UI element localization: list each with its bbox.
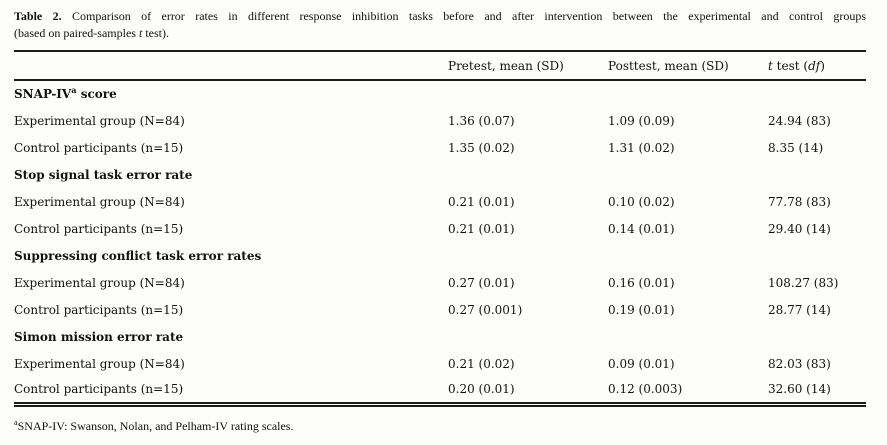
- pretest-value: 1.36 (0.07): [448, 113, 515, 128]
- ttest-value: 32.60 (14): [768, 382, 831, 397]
- ttest-value: 29.40 (14): [768, 221, 831, 236]
- section-title-name: Stop signal task error rate: [14, 167, 193, 182]
- pretest-value: 0.21 (0.01): [448, 194, 515, 209]
- posttest-value: 0.19 (0.01): [608, 302, 675, 317]
- section-title-rest: score: [80, 87, 117, 101]
- table-caption: Table 2. Comparison of error rates in di…: [14, 8, 866, 42]
- section-title: Suppressing conflict task error rates: [14, 242, 866, 269]
- ttest-value: 77.78 (83): [768, 194, 831, 209]
- row-label: Control participants (n=15): [14, 140, 184, 155]
- table-row: Experimental group (N=84) 0.21 (0.02) 0.…: [14, 350, 866, 377]
- row-label: Experimental group (N=84): [14, 194, 185, 209]
- row-label: Control participants (n=15): [14, 302, 184, 317]
- header-row-label: [14, 51, 448, 81]
- footnote-text: SNAP-IV: Swanson, Nolan, and Pelham-IV r…: [17, 418, 294, 433]
- table-body: SNAP-IVa score Experimental group (N=84)…: [14, 80, 866, 404]
- comparison-table: Pretest, mean (SD) Posttest, mean (SD) t…: [14, 50, 866, 407]
- posttest-value: 0.16 (0.01): [608, 275, 675, 290]
- ttest-value: 24.94 (83): [768, 113, 831, 128]
- section-title-name: SNAP-IV: [14, 87, 72, 101]
- row-label: Experimental group (N=84): [14, 356, 185, 371]
- table-row: Experimental group (N=84) 0.21 (0.01) 0.…: [14, 188, 866, 215]
- table-section-row: SNAP-IVa score: [14, 80, 866, 107]
- row-label: Experimental group (N=84): [14, 113, 185, 128]
- table-header: Pretest, mean (SD) Posttest, mean (SD) t…: [14, 51, 866, 81]
- caption-line-1: Table 2. Comparison of error rates in di…: [14, 8, 866, 25]
- table-row: Experimental group (N=84) 1.36 (0.07) 1.…: [14, 107, 866, 134]
- section-title-name: Simon mission error rate: [14, 329, 184, 344]
- table-row: Control participants (n=15) 1.35 (0.02) …: [14, 134, 866, 161]
- caption-line-2: (based on paired-samples t test).: [14, 25, 866, 42]
- caption-label: Table 2.: [14, 9, 62, 23]
- posttest-value: 0.14 (0.01): [608, 221, 675, 236]
- section-title-superscript: a: [71, 85, 77, 95]
- caption-italic-t: t: [138, 26, 143, 40]
- caption-text: Comparison of error rates in different r…: [72, 9, 867, 23]
- posttest-value: 0.12 (0.003): [608, 382, 683, 397]
- row-label: Experimental group (N=84): [14, 275, 185, 290]
- row-label: Control participants (n=15): [14, 221, 184, 236]
- footnote-superscript: a: [14, 417, 18, 427]
- header-row: Pretest, mean (SD) Posttest, mean (SD) t…: [14, 51, 866, 81]
- header-posttest: Posttest, mean (SD): [608, 51, 768, 81]
- table-section-row: Simon mission error rate: [14, 323, 866, 350]
- posttest-value: 0.10 (0.02): [608, 194, 675, 209]
- table-footnote: aSNAP-IV: Swanson, Nolan, and Pelham-IV …: [14, 418, 866, 434]
- ttest-value: 108.27 (83): [768, 275, 839, 290]
- table-row: Control participants (n=15) 0.27 (0.001)…: [14, 296, 866, 323]
- section-title: Simon mission error rate: [14, 323, 866, 350]
- table-row: Experimental group (N=84) 0.27 (0.01) 0.…: [14, 269, 866, 296]
- ttest-value: 82.03 (83): [768, 356, 831, 371]
- section-title: SNAP-IVa score: [14, 80, 866, 107]
- table-section-row: Stop signal task error rate: [14, 161, 866, 188]
- pretest-value: 0.27 (0.01): [448, 275, 515, 290]
- pretest-value: 1.35 (0.02): [448, 140, 515, 155]
- pretest-value: 0.21 (0.02): [448, 356, 515, 371]
- header-ttest-t: t: [768, 58, 773, 73]
- pretest-value: 0.27 (0.001): [448, 302, 523, 317]
- ttest-value: 8.35 (14): [768, 140, 824, 155]
- section-title: Stop signal task error rate: [14, 161, 866, 188]
- table-section-row: Suppressing conflict task error rates: [14, 242, 866, 269]
- ttest-value: 28.77 (14): [768, 302, 831, 317]
- caption-text-2: (based on paired-samples: [14, 26, 136, 40]
- posttest-value: 0.09 (0.01): [608, 356, 675, 371]
- pretest-value: 0.20 (0.01): [448, 382, 515, 397]
- header-ttest-end: ): [820, 58, 825, 73]
- table-row: Control participants (n=15) 0.20 (0.01) …: [14, 377, 866, 404]
- table-row: Control participants (n=15) 0.21 (0.01) …: [14, 215, 866, 242]
- posttest-value: 1.31 (0.02): [608, 140, 675, 155]
- header-ttest: t test (df): [768, 51, 866, 81]
- pretest-value: 0.21 (0.01): [448, 221, 515, 236]
- header-pretest: Pretest, mean (SD): [448, 51, 608, 81]
- caption-text-3: test).: [145, 26, 169, 40]
- row-label: Control participants (n=15): [14, 382, 184, 397]
- section-title-name: Suppressing conflict task error rates: [14, 248, 262, 263]
- posttest-value: 1.09 (0.09): [608, 113, 675, 128]
- header-ttest-df: df: [808, 58, 821, 73]
- header-ttest-mid: test (: [776, 58, 809, 73]
